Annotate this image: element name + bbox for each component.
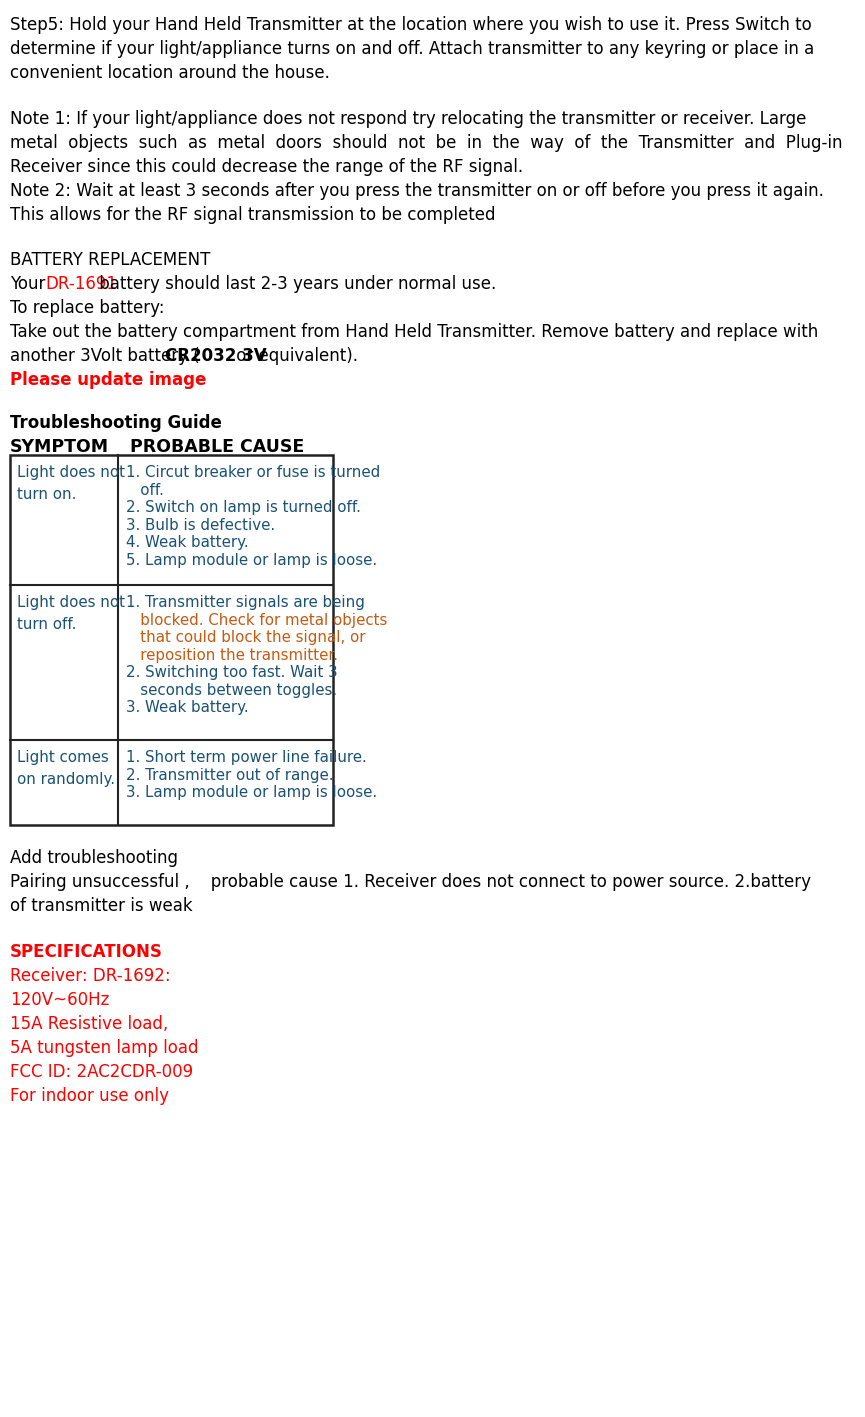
Text: metal  objects  such  as  metal  doors  should  not  be  in  the  way  of  the  : metal objects such as metal doors should… (10, 133, 843, 152)
Text: Step5: Hold your Hand Held Transmitter at the location where you wish to use it.: Step5: Hold your Hand Held Transmitter a… (10, 16, 811, 34)
Text: Light comes
on randomly.: Light comes on randomly. (17, 750, 115, 786)
Text: FCC ID: 2AC2CDR-009: FCC ID: 2AC2CDR-009 (10, 1063, 193, 1081)
Text: 2. Switch on lamp is turned off.: 2. Switch on lamp is turned off. (126, 500, 361, 516)
Text: 2. Switching too fast. Wait 3: 2. Switching too fast. Wait 3 (126, 665, 337, 680)
Text: battery should last 2-3 years under normal use.: battery should last 2-3 years under norm… (94, 275, 497, 293)
Text: Troubleshooting Guide: Troubleshooting Guide (10, 414, 222, 432)
Text: Receiver: DR-1692:: Receiver: DR-1692: (10, 966, 170, 985)
Text: reposition the transmitter.: reposition the transmitter. (126, 648, 338, 663)
Text: For indoor use only: For indoor use only (10, 1087, 169, 1105)
Text: 1. Short term power line failure.: 1. Short term power line failure. (126, 750, 367, 765)
Text: off.: off. (126, 483, 163, 497)
Text: DR-1691: DR-1691 (45, 275, 117, 293)
Text: 5. Lamp module or lamp is loose.: 5. Lamp module or lamp is loose. (126, 553, 377, 568)
Text: 3. Bulb is defective.: 3. Bulb is defective. (126, 517, 275, 533)
Text: blocked. Check for metal objects: blocked. Check for metal objects (126, 612, 388, 628)
Text: Take out the battery compartment from Hand Held Transmitter. Remove battery and : Take out the battery compartment from Ha… (10, 323, 818, 341)
Text: or equivalent).: or equivalent). (231, 347, 358, 366)
Text: Receiver since this could decrease the range of the RF signal.: Receiver since this could decrease the r… (10, 157, 523, 176)
Text: Pairing unsuccessful ,    probable cause 1. Receiver does not connect to power s: Pairing unsuccessful , probable cause 1.… (10, 873, 811, 891)
Text: This allows for the RF signal transmission to be completed: This allows for the RF signal transmissi… (10, 205, 496, 224)
Text: Note 1: If your light/appliance does not respond try relocating the transmitter : Note 1: If your light/appliance does not… (10, 109, 806, 128)
Text: 2. Transmitter out of range.: 2. Transmitter out of range. (126, 768, 334, 782)
Text: CR2032 3V: CR2032 3V (164, 347, 266, 366)
Text: Light does not
turn off.: Light does not turn off. (17, 595, 125, 632)
Text: To replace battery:: To replace battery: (10, 299, 164, 317)
Text: Your: Your (10, 275, 51, 293)
Text: 15A Resistive load,: 15A Resistive load, (10, 1015, 169, 1033)
Text: Add troubleshooting: Add troubleshooting (10, 849, 178, 867)
Text: SPECIFICATIONS: SPECIFICATIONS (10, 942, 163, 961)
Text: SYMPTOM: SYMPTOM (10, 438, 109, 456)
Text: BATTERY REPLACEMENT: BATTERY REPLACEMENT (10, 251, 210, 269)
Text: Light does not
turn on.: Light does not turn on. (17, 465, 125, 502)
Text: seconds between toggles.: seconds between toggles. (126, 683, 337, 697)
Text: convenient location around the house.: convenient location around the house. (10, 64, 330, 82)
Text: 5A tungsten lamp load: 5A tungsten lamp load (10, 1039, 198, 1057)
Text: Note 2: Wait at least 3 seconds after you press the transmitter on or off before: Note 2: Wait at least 3 seconds after yo… (10, 181, 823, 200)
Text: 1. Circut breaker or fuse is turned: 1. Circut breaker or fuse is turned (126, 465, 381, 480)
Text: 3. Weak battery.: 3. Weak battery. (126, 700, 248, 716)
Text: 3. Lamp module or lamp is loose.: 3. Lamp module or lamp is loose. (126, 785, 377, 801)
Text: 4. Weak battery.: 4. Weak battery. (126, 536, 248, 550)
Text: 1. Transmitter signals are being: 1. Transmitter signals are being (126, 595, 365, 611)
Text: PROBABLE CAUSE: PROBABLE CAUSE (130, 438, 304, 456)
Text: 120V~60Hz: 120V~60Hz (10, 990, 109, 1009)
Text: another 3Volt battery (: another 3Volt battery ( (10, 347, 200, 366)
Text: of transmitter is weak: of transmitter is weak (10, 897, 193, 915)
Bar (10, 455, 333, 825)
Text: Please update image: Please update image (10, 371, 207, 390)
Text: that could block the signal, or: that could block the signal, or (126, 631, 366, 645)
Text: determine if your light/appliance turns on and off. Attach transmitter to any ke: determine if your light/appliance turns … (10, 40, 814, 58)
